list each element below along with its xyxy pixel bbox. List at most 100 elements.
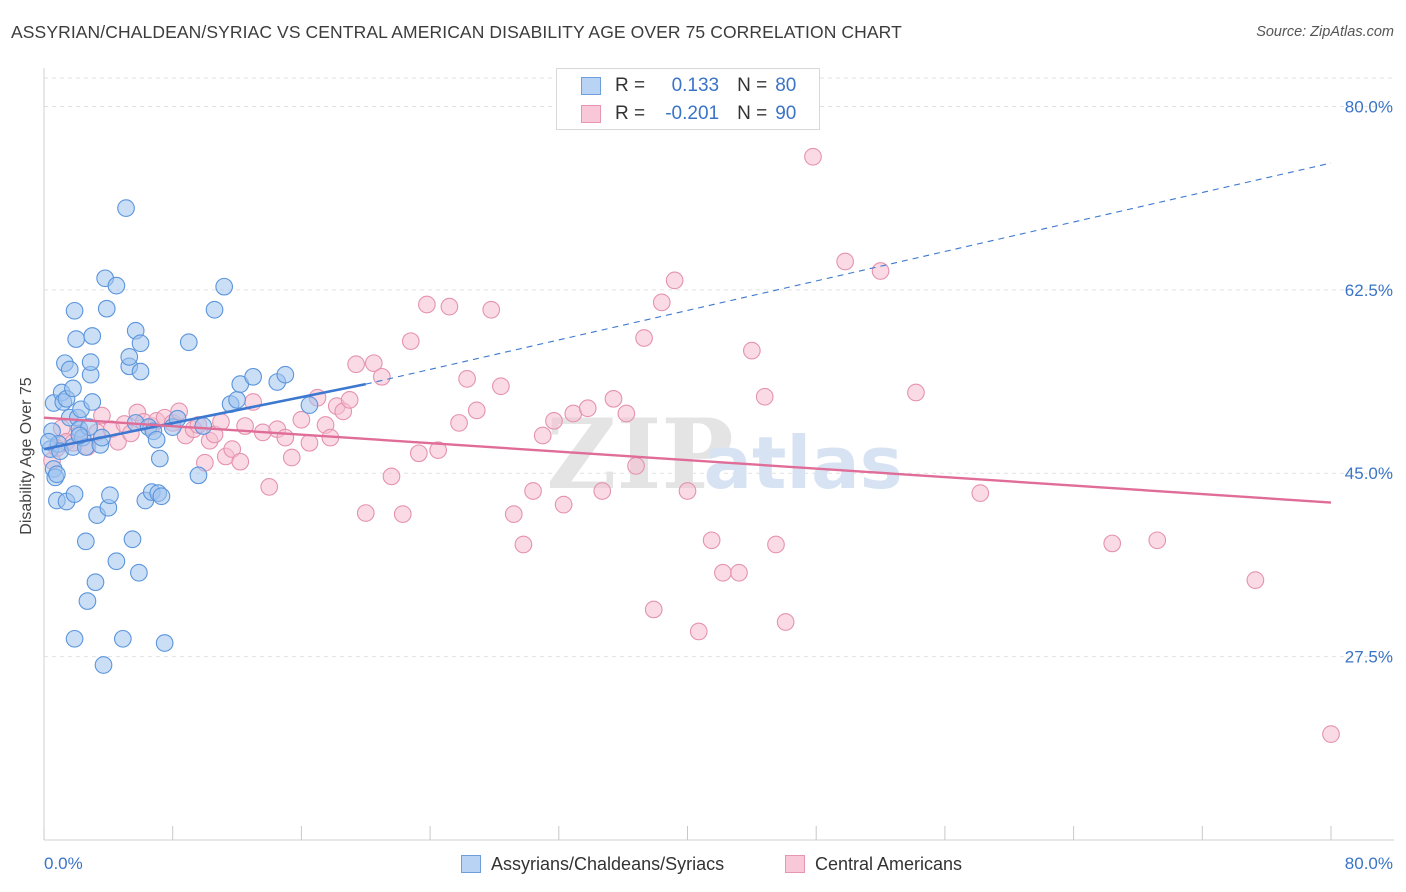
data-point-central-americans — [767, 535, 785, 554]
data-point-assyrians — [76, 532, 95, 551]
legend-row-central-americans: R = -0.201 N = 90 — [581, 101, 796, 127]
legend-r-value: 0.133 — [671, 75, 720, 96]
data-point-assyrians — [228, 391, 246, 409]
data-point-central-americans — [907, 383, 925, 402]
data-point-central-americans — [730, 563, 748, 582]
data-point-assyrians — [67, 330, 86, 348]
data-point-central-americans — [545, 411, 563, 430]
data-point-central-americans — [1103, 534, 1122, 553]
data-point-assyrians — [131, 362, 150, 381]
data-point-assyrians — [147, 430, 166, 449]
data-point-assyrians — [130, 563, 148, 582]
data-point-assyrians — [94, 656, 113, 674]
data-point-central-americans — [1322, 725, 1340, 744]
data-point-assyrians — [83, 327, 102, 345]
data-point-central-americans — [300, 433, 319, 452]
data-point-central-americans — [401, 332, 420, 351]
data-point-central-americans — [292, 410, 311, 429]
data-point-assyrians — [152, 487, 171, 506]
data-point-central-americans — [372, 367, 391, 386]
data-point-central-americans — [429, 441, 447, 460]
trend-line-assyrians — [43, 382, 367, 451]
legend-r-label: R = — [615, 103, 646, 124]
data-point-assyrians — [65, 301, 84, 320]
chart-title: ASSYRIAN/CHALDEAN/SYRIAC VS CENTRAL AMER… — [11, 22, 902, 42]
data-point-central-americans — [356, 504, 375, 522]
x-tick-label-min: 0.0% — [44, 854, 83, 873]
data-point-assyrians — [107, 552, 126, 571]
data-point-assyrians — [131, 334, 150, 353]
bottom-legend-label-assyrians: Assyrians/Chaldeans/Syriacs — [491, 853, 725, 874]
data-point-central-americans — [635, 329, 653, 347]
y-tick-label: 45.0% — [1345, 464, 1393, 483]
tick-labels: 27.5% 45.0% 62.5% 80.0% 0.0% 80.0% — [44, 97, 1393, 873]
data-point-assyrians — [70, 426, 89, 445]
legend-n-label: N = — [737, 75, 768, 96]
data-point-assyrians — [117, 199, 135, 217]
y-tick-label: 80.0% — [1345, 97, 1393, 116]
data-point-central-americans — [578, 399, 597, 418]
data-point-assyrians — [194, 417, 213, 435]
data-point-central-americans — [971, 484, 990, 502]
trend-lines — [43, 162, 1332, 504]
data-point-central-americans — [212, 413, 230, 431]
data-point-assyrians — [300, 396, 319, 414]
data-point-assyrians — [189, 466, 208, 485]
data-point-central-americans — [382, 467, 401, 486]
data-point-assyrians — [179, 333, 198, 352]
data-point-assyrians — [123, 530, 142, 549]
legend-swatch-assyrians — [581, 77, 601, 95]
data-point-central-americans — [393, 505, 412, 523]
data-point-central-americans — [1148, 531, 1167, 550]
data-point-assyrians — [86, 573, 105, 592]
data-point-central-americans — [223, 440, 242, 458]
legend-n-label: N = — [737, 103, 768, 124]
bottom-legend-central-americans: Central Americans — [785, 852, 962, 876]
data-point-central-americans — [340, 391, 359, 409]
legend-r-label: R = — [615, 75, 646, 96]
data-point-central-americans — [533, 426, 552, 445]
data-point-central-americans — [702, 531, 721, 550]
trend-line-assyrians-extrapolated — [365, 162, 1332, 385]
y-axis-title: Disability Age Over 75 — [18, 377, 35, 535]
bottom-legend-assyrians: Assyrians/Chaldeans/Syriacs — [461, 852, 724, 876]
data-point-central-americans — [604, 389, 623, 408]
data-point-assyrians — [215, 277, 234, 296]
data-point-assyrians — [276, 365, 295, 384]
data-point-assyrians — [78, 592, 97, 610]
x-tick-label-max: 80.0% — [1345, 854, 1393, 873]
source-attribution: Source: ZipAtlas.com — [1256, 24, 1394, 40]
data-point-assyrians — [107, 276, 126, 295]
data-point-central-americans — [627, 457, 645, 475]
data-point-central-americans — [450, 414, 468, 432]
bottom-legend-swatch-central-americans — [785, 855, 805, 873]
data-point-central-americans — [276, 428, 295, 447]
data-point-central-americans — [440, 297, 459, 316]
data-point-central-americans — [458, 370, 476, 388]
data-point-central-americans — [418, 295, 436, 314]
legend-n-value: 80 — [775, 75, 797, 96]
data-point-central-americans — [260, 477, 279, 496]
data-point-central-americans — [742, 341, 761, 360]
data-point-central-americans — [409, 444, 428, 463]
data-point-central-americans — [871, 262, 890, 280]
bottom-legend-label-central-americans: Central Americans — [815, 853, 963, 874]
data-point-central-americans — [554, 495, 573, 514]
data-point-central-americans — [504, 505, 523, 523]
bottom-legend-swatch-assyrians — [461, 855, 481, 873]
data-point-assyrians — [65, 629, 84, 648]
data-point-assyrians — [39, 432, 58, 451]
data-point-assyrians — [48, 465, 66, 484]
data-point-central-americans — [231, 452, 250, 471]
data-point-assyrians — [113, 629, 132, 648]
data-point-central-americans — [678, 482, 697, 500]
data-point-central-americans — [714, 563, 732, 582]
data-point-central-americans — [514, 535, 533, 554]
data-point-assyrians — [81, 353, 100, 371]
data-point-central-americans — [492, 377, 510, 396]
data-point-central-americans — [282, 448, 301, 467]
legend-swatch-central-americans — [581, 105, 601, 123]
data-point-assyrians — [150, 449, 169, 468]
data-point-assyrians — [120, 348, 139, 366]
